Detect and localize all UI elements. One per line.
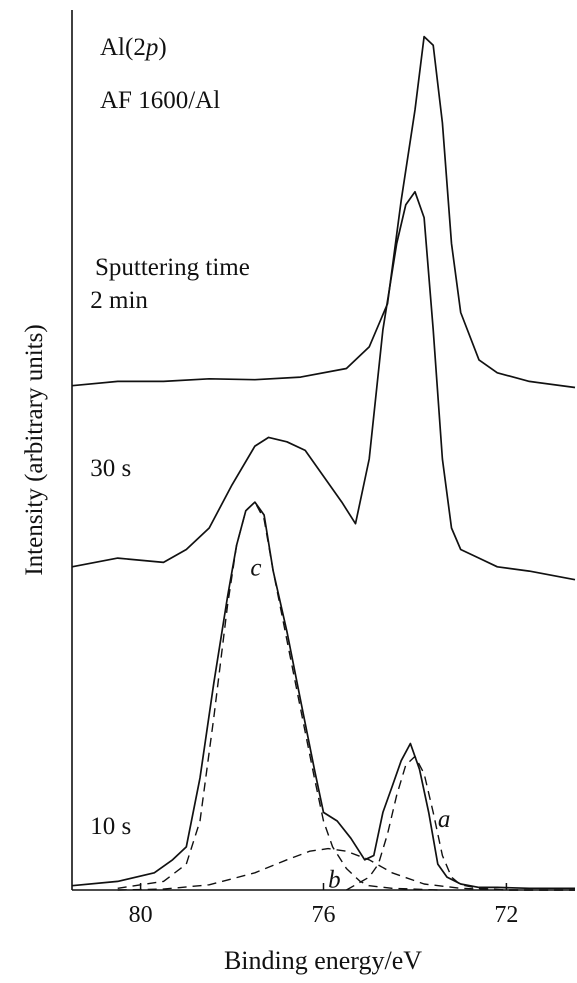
series-label-10-s: 10 s [90,813,131,840]
series-layer [71,35,576,891]
chart-title-line-1-suffix: ) [158,34,166,61]
spectrum-line-10-s [71,501,575,890]
y-axis-label: Intensity (arbitrary units) [21,324,48,575]
x-axis-label: Binding energy/eV [224,946,422,975]
series-label-a: a [438,806,451,833]
series-label-30-s: 30 s [90,455,131,482]
axis-layer [71,10,575,891]
spectrum-line-2-min [71,35,576,389]
x-tick-label-72: 72 [494,902,518,928]
chart-title-line-1: Al(2p) [100,34,167,61]
series-label-c: c [250,554,261,581]
x-tick-label-76: 76 [312,902,336,928]
legend-title: Sputtering time [95,254,250,281]
chart-title-line-1-prefix: Al(2 [100,34,146,61]
fit-component-b [117,847,575,891]
fit-component-a [346,755,575,891]
tick-layer: 80 76 72 [129,883,518,928]
spectrum-line-30-s [71,190,576,581]
chart-title-line-1-italic: p [144,34,159,61]
label-layer: 2 min 30 s 10 s c b a [90,287,450,893]
x-tick-label-80: 80 [129,902,153,928]
chart-title-line-2: AF 1600/Al [100,87,220,114]
series-label-b: b [328,866,341,893]
fit-component-c [117,501,438,891]
chart-title-line-2-prefix: AF 1600/Al [100,87,220,114]
series-label-2-min: 2 min [90,287,148,314]
